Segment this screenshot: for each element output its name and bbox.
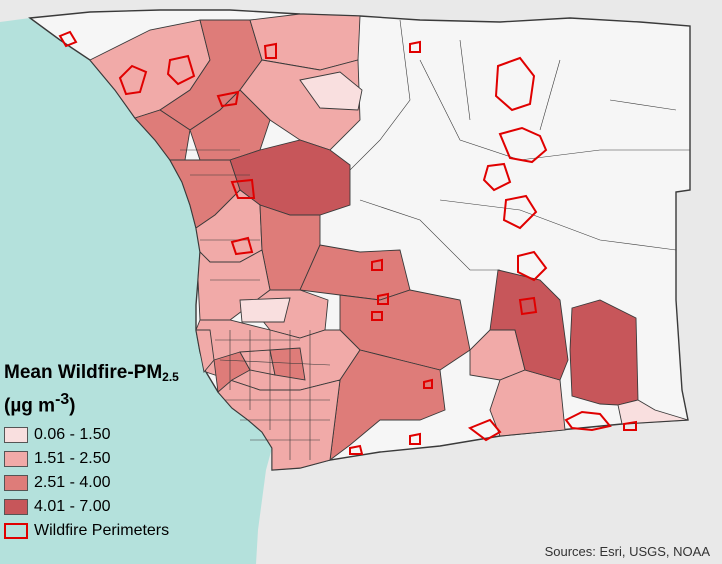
legend-label: 0.06 - 1.50 [34, 426, 111, 444]
map-sources-credit: Sources: Esri, USGS, NOAA [544, 544, 710, 559]
legend-item-class-2: 1.51 - 2.50 [4, 448, 264, 470]
legend-swatch [4, 499, 28, 516]
legend-label: 1.51 - 2.50 [34, 450, 111, 468]
legend-units: (µg m-3) [4, 391, 76, 417]
legend-swatch [4, 475, 28, 492]
legend-item-class-3: 2.51 - 4.00 [4, 472, 264, 494]
legend-swatch [4, 451, 28, 468]
legend-swatch-perimeter [4, 523, 28, 540]
legend-label: 2.51 - 4.00 [34, 474, 111, 492]
choropleth-layer [89, 13, 689, 471]
legend-item-class-1: 0.06 - 1.50 [4, 424, 264, 446]
map-legend: Mean Wildfire-PM2.5 (µg m-3) 0.06 - 1.50… [4, 362, 264, 544]
legend-label: Wildfire Perimeters [34, 522, 170, 540]
legend-swatch [4, 427, 28, 444]
legend-item-perimeters: Wildfire Perimeters [4, 520, 264, 542]
wildfire-perimeters [58, 30, 637, 455]
legend-title: Mean Wildfire-PM2.5 [4, 362, 179, 384]
legend-label: 4.01 - 7.00 [34, 498, 111, 516]
ocean [0, 18, 272, 564]
legend-item-class-4: 4.01 - 7.00 [4, 496, 264, 518]
